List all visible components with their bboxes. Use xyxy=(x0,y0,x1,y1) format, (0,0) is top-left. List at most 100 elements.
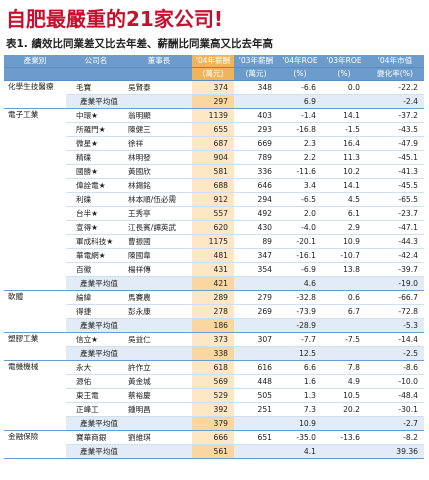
roe-2004-cell: -6.9 xyxy=(278,263,322,277)
chairman-cell: 吳益仁 xyxy=(126,333,192,347)
pay-2004-cell: 688 xyxy=(192,179,234,193)
avg-pay-2003-cell xyxy=(234,347,278,361)
table-row: 得捷 彭永康 278 269 -73.9 6.7 -72.8 xyxy=(4,305,424,319)
pay-2003-cell: 430 xyxy=(234,221,278,235)
mcap-change-cell: -30.1 xyxy=(366,403,424,417)
roe-2003-cell: 10.9 xyxy=(322,235,366,249)
pay-2004-cell: 904 xyxy=(192,151,234,165)
roe-2003-cell: -13.6 xyxy=(322,431,366,445)
pay-2004-cell: 666 xyxy=(192,431,234,445)
avg-pay-2004-cell: 186 xyxy=(192,319,234,333)
roe-2004-cell: 7.3 xyxy=(278,403,322,417)
company-cell: 百徽 xyxy=(66,263,126,277)
pay-2004-cell: 481 xyxy=(192,249,234,263)
pay-2003-cell: 251 xyxy=(234,403,278,417)
pay-2003-cell: 616 xyxy=(234,361,278,375)
roe-2003-cell: -1.5 xyxy=(322,123,366,137)
company-cell: 中環★ xyxy=(66,109,126,123)
pay-2003-cell: 789 xyxy=(234,151,278,165)
pay-2003-cell: 293 xyxy=(234,123,278,137)
roe-2003-cell: -7.5 xyxy=(322,333,366,347)
company-cell: 信立★ xyxy=(66,333,126,347)
table-row: 華電網★ 陳國韋 481 347 -16.1 -10.7 -42.4 xyxy=(4,249,424,263)
mcap-change-cell: -41.3 xyxy=(366,165,424,179)
pay-2003-cell: 347 xyxy=(234,249,278,263)
col-subheader-roe-2004: (%) xyxy=(278,68,322,81)
pay-2004-cell: 912 xyxy=(192,193,234,207)
col-header-chairman: 董事長 xyxy=(126,55,192,68)
col-header-company: 公司名 xyxy=(66,55,126,68)
roe-2003-cell: 13.8 xyxy=(322,263,366,277)
average-label: 產業平均值 xyxy=(66,319,192,333)
roe-2004-cell: -16.1 xyxy=(278,249,322,263)
compensation-table: 產業別 公司名 董事長 '04年薪酬 '03年薪酬 '04年ROE '03年RO… xyxy=(4,55,424,459)
roe-2004-cell: -6.6 xyxy=(278,81,322,95)
mcap-change-cell: -45.5 xyxy=(366,179,424,193)
avg-roe-2003-cell xyxy=(322,319,366,333)
chairman-cell: 翁明顯 xyxy=(126,109,192,123)
col-subheader-company xyxy=(66,68,126,81)
pay-2003-cell: 492 xyxy=(234,207,278,221)
avg-mcap-change-cell: -2.4 xyxy=(366,95,424,109)
avg-roe-2004-cell: 12.5 xyxy=(278,347,322,361)
avg-pay-2003-cell xyxy=(234,319,278,333)
avg-roe-2003-cell xyxy=(322,417,366,431)
chairman-cell: 陳國韋 xyxy=(126,249,192,263)
pay-2004-cell: 1139 xyxy=(192,109,234,123)
company-cell: 精碟 xyxy=(66,151,126,165)
mcap-change-cell: -39.7 xyxy=(366,263,424,277)
mcap-change-cell: -43.5 xyxy=(366,123,424,137)
table-body: 化學生技醫療 毛寶 吳賢泰 374 348 -6.6 0.0 -22.2 產業平均值 297 6.9… xyxy=(4,81,424,459)
table-row: 精碟 林明發 904 789 2.2 11.3 -45.1 xyxy=(4,151,424,165)
mcap-change-cell: -72.8 xyxy=(366,305,424,319)
company-cell: 微星★ xyxy=(66,137,126,151)
roe-2003-cell: 0.0 xyxy=(322,81,366,95)
avg-pay-2004-cell: 338 xyxy=(192,347,234,361)
mcap-change-cell: -22.2 xyxy=(366,81,424,95)
company-cell: 軍成科技★ xyxy=(66,235,126,249)
chairman-cell: 江長賓/譚英武 xyxy=(126,221,192,235)
pay-2004-cell: 687 xyxy=(192,137,234,151)
roe-2004-cell: 2.2 xyxy=(278,151,322,165)
company-cell: 永大 xyxy=(66,361,126,375)
mcap-change-cell: -66.7 xyxy=(366,291,424,305)
pay-2004-cell: 1175 xyxy=(192,235,234,249)
pay-2004-cell: 431 xyxy=(192,263,234,277)
pay-2003-cell: 279 xyxy=(234,291,278,305)
col-subheader-pay-2003: (萬元) xyxy=(234,68,278,81)
roe-2004-cell: -35.0 xyxy=(278,431,322,445)
mcap-change-cell: -23.7 xyxy=(366,207,424,221)
table-caption: 表1. 績效比同業差又比去年差、薪酬比同業高又比去年高 xyxy=(6,36,424,52)
industry-cell: 化學生技醫療 xyxy=(4,81,66,109)
average-label: 產業平均值 xyxy=(66,347,192,361)
roe-2003-cell: 14.1 xyxy=(322,109,366,123)
col-subheader-roe-2003: (%) xyxy=(322,68,366,81)
pay-2003-cell: 354 xyxy=(234,263,278,277)
table-row: 金融保險 寶華商銀 劉維琪 666 651 -35.0 -13.6 -8.2 xyxy=(4,431,424,445)
avg-mcap-change-cell: -2.5 xyxy=(366,347,424,361)
company-cell: 所羅門★ xyxy=(66,123,126,137)
avg-mcap-change-cell: -2.7 xyxy=(366,417,424,431)
table-row: 偉詮電★ 林錫銘 688 646 3.4 14.1 -45.5 xyxy=(4,179,424,193)
chairman-cell: 曹振國 xyxy=(126,235,192,249)
avg-pay-2004-cell: 561 xyxy=(192,445,234,459)
industry-average-row: 產業平均值 338 12.5 -2.5 xyxy=(4,347,424,361)
chairman-cell: 吳賢泰 xyxy=(126,81,192,95)
roe-2004-cell: 2.3 xyxy=(278,137,322,151)
col-subheader-mcap-2004: 變化率(%) xyxy=(366,68,424,81)
pay-2004-cell: 529 xyxy=(192,389,234,403)
roe-2003-cell: 2.9 xyxy=(322,221,366,235)
company-cell: 得捷 xyxy=(66,305,126,319)
pay-2003-cell: 307 xyxy=(234,333,278,347)
mcap-change-cell: -37.2 xyxy=(366,109,424,123)
chairman-cell: 彭永康 xyxy=(126,305,192,319)
industry-average-row: 產業平均值 186 -28.9 -5.3 xyxy=(4,319,424,333)
avg-mcap-change-cell: -5.3 xyxy=(366,319,424,333)
chairman-cell: 林明發 xyxy=(126,151,192,165)
industry-cell: 塑膠工業 xyxy=(4,333,66,361)
avg-roe-2003-cell xyxy=(322,277,366,291)
roe-2003-cell: 6.7 xyxy=(322,305,366,319)
col-header-roe-2003: '03年ROE xyxy=(322,55,366,68)
mcap-change-cell: -65.5 xyxy=(366,193,424,207)
avg-mcap-change-cell: 39.36 xyxy=(366,445,424,459)
